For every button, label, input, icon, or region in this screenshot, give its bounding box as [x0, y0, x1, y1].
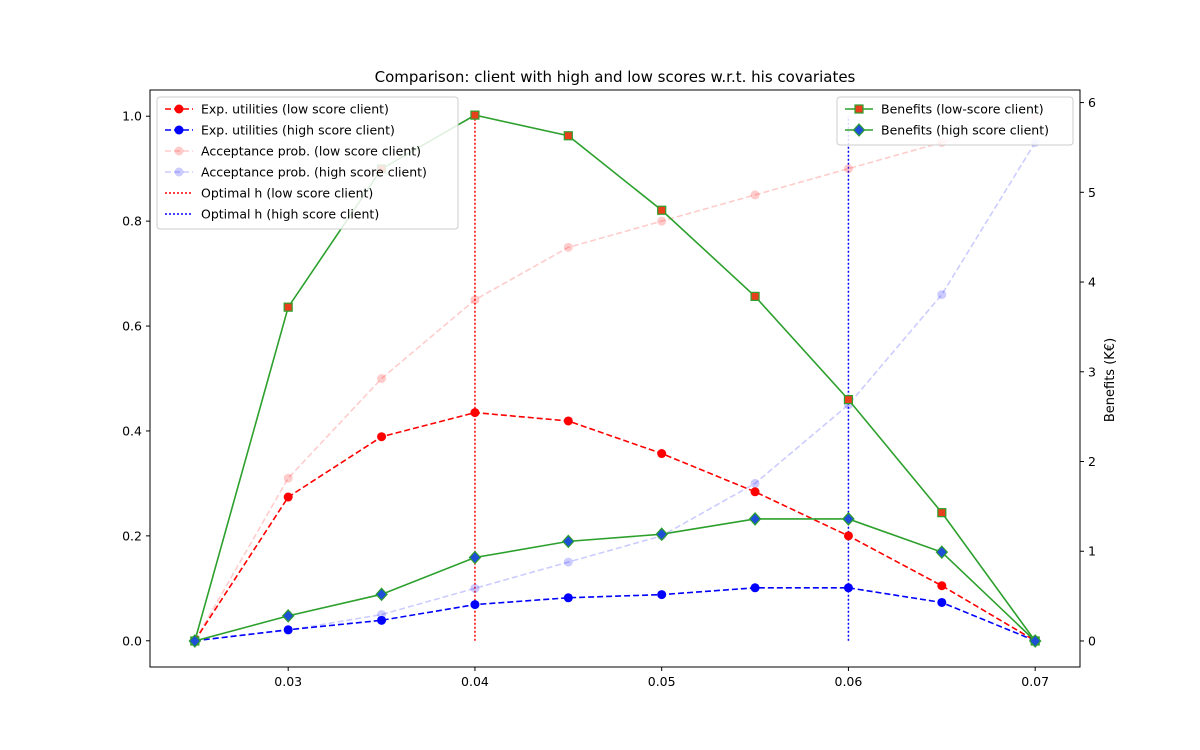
data-point — [281, 608, 295, 623]
x-tick-label: 0.04 — [461, 674, 489, 689]
plot-frame — [149, 89, 1081, 668]
chart-title: Comparison: client with high and low sco… — [375, 68, 856, 86]
legend-marker — [852, 123, 866, 137]
x-tick-label: 0.05 — [648, 674, 676, 689]
x-tick-label: 0.07 — [1021, 674, 1049, 689]
data-point — [657, 590, 667, 600]
data-point — [563, 557, 573, 567]
y-left-tick-label: 0.8 — [122, 214, 142, 229]
data-point — [937, 508, 947, 518]
data-point — [657, 216, 667, 226]
data-point — [470, 295, 480, 305]
y-left-tick-label: 0.6 — [122, 319, 142, 334]
y-right-tick-label: 1 — [1088, 544, 1096, 559]
data-point — [750, 478, 760, 488]
data-point — [750, 487, 760, 497]
y-right-tick-label: 3 — [1088, 364, 1096, 379]
data-point — [561, 534, 575, 549]
data-point — [750, 291, 760, 301]
y-right-tick-label: 2 — [1088, 454, 1096, 469]
data-point — [935, 545, 949, 560]
data-point — [843, 394, 854, 405]
legend-marker — [174, 125, 184, 135]
data-point — [937, 581, 947, 591]
data-point — [937, 290, 947, 300]
y-axis-left: 0.0 0.2 0.4 0.6 0.8 1.0 — [122, 109, 150, 648]
data-point — [937, 597, 947, 607]
y-right-tick-label: 5 — [1088, 185, 1096, 200]
y-right-tick-label: 4 — [1088, 275, 1096, 290]
data-point — [470, 600, 480, 610]
y-left-tick-label: 0.0 — [122, 633, 142, 648]
series-line — [194, 586, 1036, 642]
legend-label: Exp. utilities (low score client) — [201, 102, 389, 117]
data-point — [375, 587, 388, 602]
data-point — [468, 550, 482, 565]
y-axis-right-label: Benefits (K€) — [1103, 338, 1118, 422]
data-point — [750, 190, 760, 200]
y-right-tick-label: 6 — [1088, 95, 1096, 110]
legend-right: Benefits (low-score client) Benefits (hig… — [836, 96, 1074, 146]
data-point — [655, 527, 669, 542]
data-point — [843, 583, 853, 593]
data-point — [470, 583, 480, 593]
data-point — [1028, 634, 1042, 648]
data-point — [843, 531, 853, 541]
y-left-tick-label: 1.0 — [122, 109, 142, 124]
data-point — [842, 512, 855, 526]
x-tick-label: 0.06 — [835, 674, 863, 689]
legend-box — [156, 96, 459, 230]
y-left-tick-label: 0.2 — [122, 528, 142, 543]
series-line — [194, 411, 1036, 642]
legend-marker — [854, 104, 864, 114]
y-right-tick-label: 0 — [1088, 633, 1096, 648]
data-point — [563, 416, 573, 426]
legend-label: Optimal h (high score client) — [201, 207, 379, 222]
series-line — [194, 115, 1036, 642]
data-point — [470, 110, 480, 120]
series-line — [194, 114, 1036, 642]
data-point — [657, 205, 667, 215]
y-axis-right: 0 1 2 3 4 5 6 — [1080, 95, 1096, 648]
data-point — [750, 583, 760, 593]
legend-label: Optimal h (low score client) — [201, 186, 373, 201]
y-left-tick-label: 0.4 — [122, 423, 142, 438]
data-point — [843, 164, 853, 174]
data-point — [748, 512, 762, 526]
legend-label: Acceptance prob. (high score client) — [201, 165, 427, 180]
x-tick-label: 0.03 — [274, 674, 302, 689]
plot-area — [188, 110, 1042, 648]
data-point — [188, 634, 202, 648]
data-point — [283, 492, 293, 502]
series-line — [194, 518, 1036, 642]
x-axis: 0.03 0.04 0.05 0.06 0.07 — [274, 667, 1049, 689]
legend-marker — [174, 104, 184, 114]
legend-label: Benefits (low-score client) — [881, 102, 1044, 117]
data-point — [563, 131, 573, 141]
legend-box — [836, 96, 1074, 146]
data-point — [283, 302, 293, 312]
data-point — [657, 449, 667, 459]
data-point — [377, 615, 387, 625]
data-point — [563, 242, 573, 252]
data-point — [283, 625, 293, 635]
legend-marker — [174, 146, 184, 156]
legend-marker — [174, 167, 184, 177]
legend-label: Exp. utilities (high score client) — [201, 123, 395, 138]
data-point — [377, 374, 387, 383]
data-point — [470, 408, 480, 418]
data-point — [563, 593, 573, 603]
legend-left: Exp. utilities (low score client) Exp. ut… — [156, 96, 459, 230]
legend-label: Benefits (high score client) — [881, 123, 1049, 138]
data-point — [377, 432, 387, 442]
legend-label: Acceptance prob. (low score client) — [201, 144, 421, 159]
data-point — [283, 473, 293, 483]
